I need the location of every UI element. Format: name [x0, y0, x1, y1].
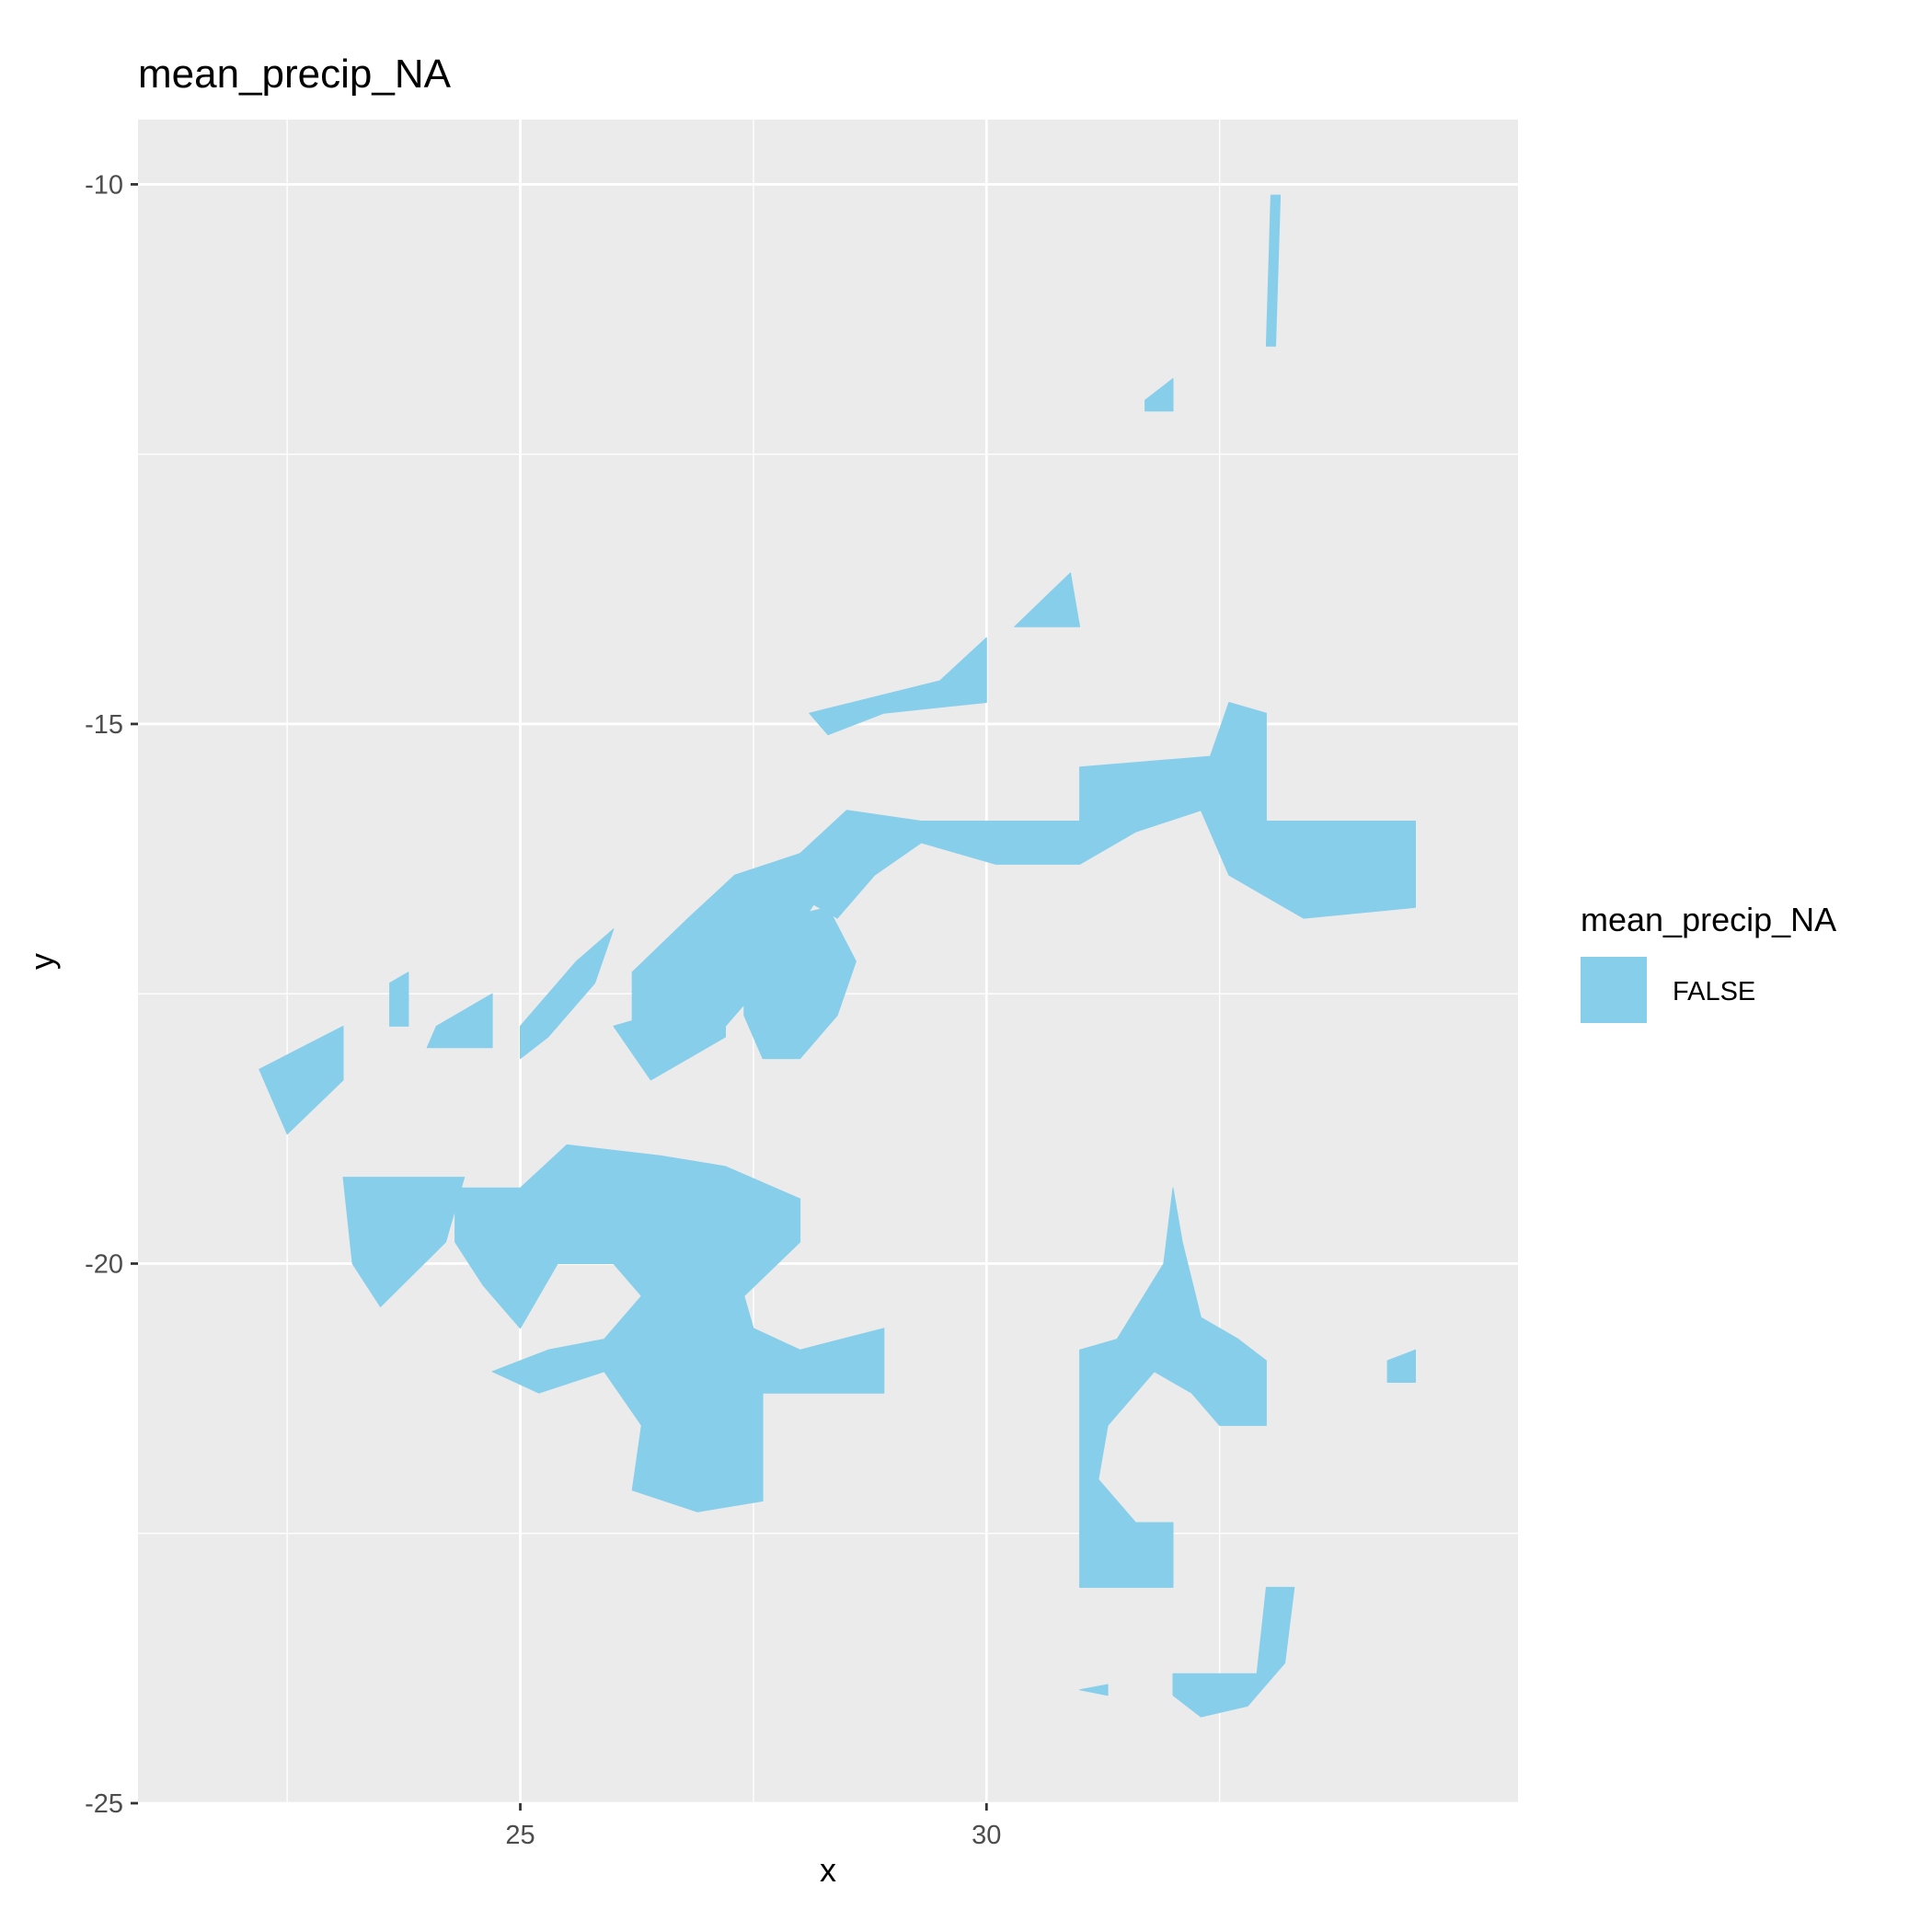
region-15	[1386, 1349, 1416, 1383]
y-tick-label-3: -25	[85, 1789, 123, 1819]
legend: mean_precip_NA FALSE	[1581, 901, 1836, 1023]
y-axis-ticks: -10 -15 -20 -25	[85, 170, 138, 1819]
region-7	[743, 906, 857, 1060]
region-12	[342, 1177, 466, 1307]
region-6	[613, 993, 726, 1081]
region-17	[1172, 1586, 1295, 1718]
region-1	[1144, 378, 1174, 412]
legend-label-false: FALSE	[1673, 977, 1755, 1006]
region-14	[1079, 1187, 1267, 1588]
region-11	[259, 1025, 344, 1135]
legend-title: mean_precip_NA	[1581, 901, 1836, 938]
x-axis-ticks: 25 30	[505, 1803, 1001, 1850]
region-4	[799, 702, 1416, 919]
region-8	[520, 928, 615, 1060]
region-3	[809, 637, 987, 736]
region-9	[389, 972, 409, 1027]
y-tick-label-0: -10	[85, 170, 123, 200]
region-16	[1079, 1684, 1109, 1696]
region-0	[1265, 194, 1282, 347]
y-tick-label-2: -20	[85, 1249, 123, 1279]
region-13	[454, 1144, 885, 1512]
region-2	[1014, 572, 1081, 627]
legend-key-false	[1581, 957, 1647, 1023]
x-tick-label-0: 25	[505, 1821, 535, 1850]
x-tick-label-1: 30	[972, 1821, 1001, 1850]
x-axis-label: x	[820, 1851, 836, 1889]
region-10	[426, 993, 493, 1049]
plot-title: mean_precip_NA	[138, 52, 452, 97]
y-tick-label-1: -15	[85, 710, 123, 740]
data-regions	[259, 194, 1416, 1718]
y-axis-label: y	[23, 953, 61, 970]
